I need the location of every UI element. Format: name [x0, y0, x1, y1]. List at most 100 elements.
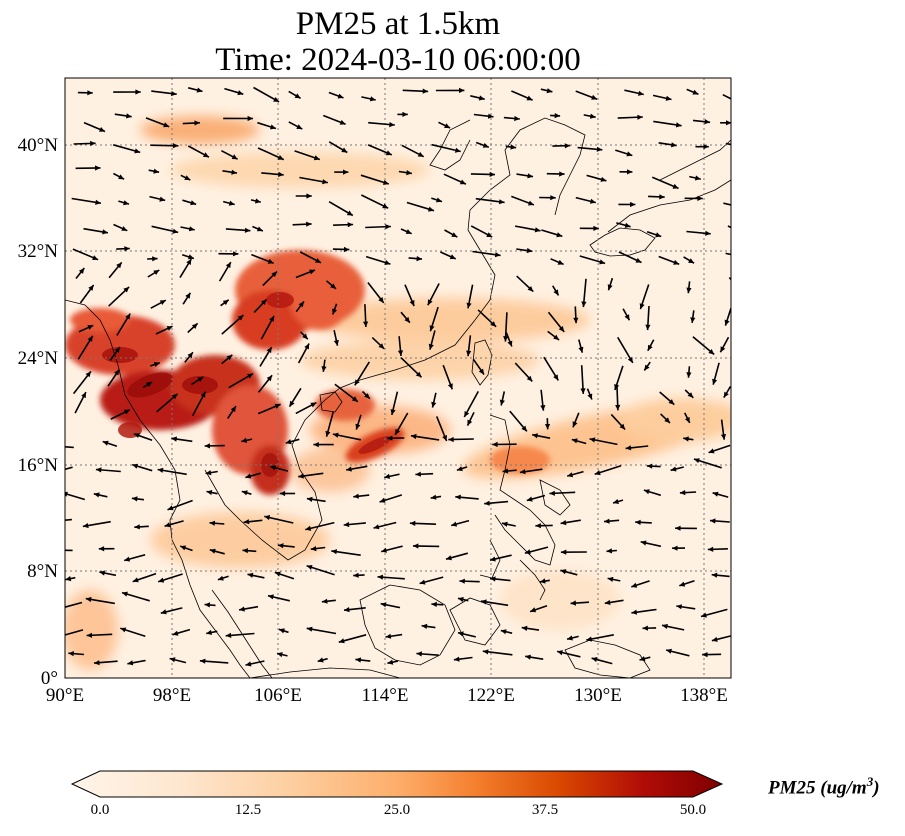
- wind-arrow-head: [711, 572, 718, 578]
- wind-arrow-head: [720, 434, 727, 440]
- wind-arrow-head: [343, 169, 349, 175]
- wind-arrow-head: [478, 368, 484, 375]
- wind-arrow-head: [378, 297, 384, 303]
- wind-arrow-head: [82, 523, 89, 529]
- wind-arrow-head: [544, 424, 551, 430]
- wind-arrow-head: [642, 625, 648, 631]
- wind-arrow-head: [662, 623, 668, 629]
- wind-arrow-head: [586, 636, 593, 642]
- wind-arrow-head: [389, 122, 395, 128]
- y-tick-label: 8°N: [27, 561, 58, 582]
- wind-arrow-head: [57, 605, 63, 610]
- wind-arrow-head: [65, 491, 68, 497]
- wind-arrow-head: [49, 444, 55, 449]
- wind-arrow-head: [197, 376, 204, 382]
- wind-arrow-head: [639, 656, 646, 662]
- wind-arrow-head: [521, 425, 527, 432]
- x-tick-label: 122°E: [467, 685, 515, 706]
- wind-arrow-head: [500, 629, 507, 635]
- wind-arrow-head: [701, 612, 707, 618]
- wind-arrow-head: [451, 521, 458, 527]
- wind-arrow-head: [126, 113, 132, 119]
- wind-arrow-head: [600, 176, 607, 182]
- map-frame: [64, 77, 732, 679]
- wind-arrow-head: [498, 199, 505, 205]
- wind-arrow-head: [122, 591, 128, 597]
- wind-arrow-head: [710, 518, 716, 524]
- wind-arrow-head: [589, 198, 596, 204]
- wind-arrow-head: [233, 251, 239, 257]
- wind-arrow-head: [337, 93, 344, 99]
- wind-arrow-head: [560, 520, 567, 526]
- wind-arrow-head: [502, 468, 509, 474]
- wind-arrow-head: [134, 524, 140, 530]
- y-axis-ticks: 0° 8°N 16°N 24°N 32°N 40°N: [18, 135, 59, 689]
- wind-arrow-head: [554, 113, 561, 119]
- wind-arrow-head: [578, 346, 584, 353]
- wind-arrow-head: [261, 299, 267, 305]
- wind-arrow-head: [294, 93, 301, 99]
- wind-arrow-shaft: [725, 252, 731, 256]
- wind-arrow-head: [404, 316, 410, 323]
- wind-arrow-head: [102, 229, 108, 235]
- wind-arrow-head: [675, 122, 682, 128]
- wind-arrow-head: [490, 576, 496, 582]
- x-tick-label: 98°E: [153, 685, 191, 706]
- wind-arrow-head: [289, 400, 295, 407]
- wind-arrow-head: [332, 308, 337, 315]
- wind-arrow-head: [369, 96, 376, 102]
- wind-arrow-head: [599, 259, 606, 265]
- wind-arrow-shaft: [722, 93, 731, 100]
- wind-arrow-head: [596, 146, 603, 152]
- y-tick-label: 0°: [41, 668, 58, 689]
- wind-arrow-head: [743, 103, 749, 108]
- wind-arrow-head: [245, 473, 252, 479]
- wind-arrow-head: [527, 286, 534, 292]
- wind-arrow-head: [619, 423, 626, 430]
- wind-arrow-head: [92, 255, 99, 260]
- wind-arrow-head: [85, 371, 91, 378]
- wind-arrow-head: [646, 463, 653, 469]
- wind-arrow-head: [114, 369, 120, 376]
- wind-arrow-head: [553, 289, 559, 296]
- wind-arrow-head: [52, 518, 58, 523]
- wind-arrow-head: [409, 520, 416, 526]
- wind-arrow-head: [464, 411, 470, 417]
- wind-arrow-head: [270, 124, 276, 130]
- wind-arrow-shaft: [65, 446, 74, 449]
- wind-arrow-head: [560, 569, 567, 575]
- wind-arrow-head: [382, 203, 389, 209]
- wind-arrow-head: [693, 458, 700, 464]
- wind-arrow-head: [242, 548, 248, 554]
- wind-arrow-head: [524, 549, 531, 555]
- wind-arrow-head: [647, 344, 653, 351]
- wind-arrow-head: [78, 268, 85, 274]
- wind-arrow-shaft: [65, 518, 72, 522]
- x-tick-label: 130°E: [574, 685, 622, 706]
- wind-arrow-head: [118, 174, 125, 180]
- wind-arrow-head: [384, 260, 391, 265]
- wind-arrow-head: [726, 120, 731, 126]
- wind-arrow-head: [270, 465, 276, 471]
- wind-arrow-head: [123, 409, 130, 415]
- wind-arrow-head: [409, 300, 415, 306]
- wind-arrow-head: [58, 467, 64, 472]
- wind-arrow-head: [459, 179, 466, 185]
- wind-arrow-head: [127, 660, 134, 666]
- wind-arrow-head: [196, 87, 203, 93]
- wind-arrow-head: [273, 97, 280, 102]
- wind-arrow-head: [712, 491, 719, 497]
- wind-arrow-shaft: [727, 225, 731, 229]
- wind-arrow-head: [415, 471, 421, 477]
- wind-arrow-head: [244, 227, 251, 233]
- wind-arrow-head: [708, 448, 715, 454]
- wind-arrow-head: [665, 95, 672, 101]
- wind-arrow-head: [172, 143, 179, 149]
- wind-arrow-head: [205, 470, 212, 476]
- wind-arrow-head: [56, 633, 62, 638]
- wind-arrow-head: [204, 443, 210, 449]
- wind-arrow-head: [458, 597, 464, 603]
- wind-arrow-head: [226, 354, 233, 361]
- wind-arrow-head: [164, 522, 171, 528]
- wind-arrow-head: [278, 628, 285, 634]
